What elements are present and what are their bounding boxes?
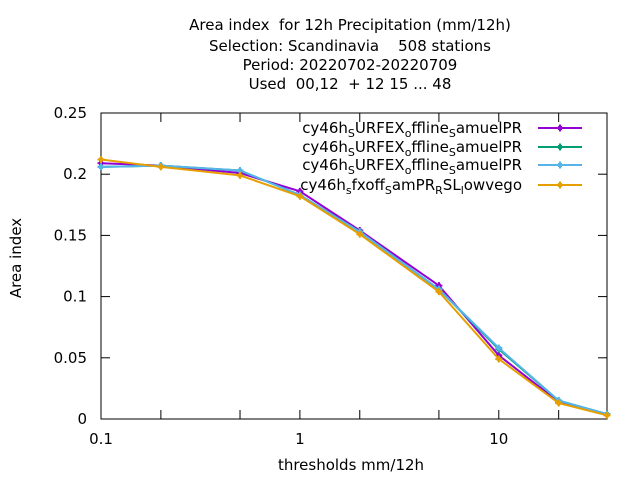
series-4-point-core	[158, 164, 163, 169]
legend-label-2: cy46hSURFEXofflineSamuelPR	[302, 138, 522, 159]
series-4-point-core	[99, 157, 103, 162]
series-4-point-core	[436, 289, 441, 294]
series-1-point-core	[297, 189, 302, 194]
series-1-point-core	[496, 353, 501, 358]
series-3-point-core	[99, 164, 103, 169]
chart-title-line-3: Period: 20220702-20220709	[242, 56, 458, 74]
series-4-point-core	[496, 357, 501, 362]
legend-marker-1-core	[558, 126, 562, 130]
legend-label-1: cy46hSURFEXofflineSamuelPR	[302, 119, 522, 140]
chart-title-line-4: Used 00,12 + 12 15 ... 48	[248, 75, 452, 93]
y-tick-label: 0.25	[54, 104, 87, 122]
series-4-point-core	[297, 194, 302, 199]
y-tick-label: 0.2	[63, 165, 87, 183]
legend-marker-4-core	[558, 183, 562, 187]
legend-marker-3-core	[558, 163, 562, 167]
y-tick-label: 0.15	[54, 226, 87, 244]
series-1-point-core	[99, 161, 103, 166]
legend-label-4: cy46hsfxoffSamPRRSLlowvego	[300, 176, 522, 197]
y-axis-label: Area index	[7, 217, 25, 299]
x-axis-label: thresholds mm/12h	[277, 456, 425, 474]
series-4-point-core	[556, 401, 561, 406]
x-tick-label: 1	[295, 430, 305, 448]
y-tick-label: 0.1	[63, 288, 87, 306]
series-1-point-core	[436, 283, 441, 288]
chart-title-line-1: Area index for 12h Precipitation (mm/12h…	[189, 16, 511, 34]
y-tick-label: 0.05	[54, 349, 87, 367]
x-tick-label: 10	[489, 430, 508, 448]
legend-label-3: cy46hSURFEXofflineSamuelPR	[302, 156, 522, 177]
x-tick-label: 0.1	[89, 430, 113, 448]
series-line-3	[100, 164, 608, 416]
series-3-point-core	[496, 346, 501, 351]
series-3-point-core	[238, 168, 243, 173]
series-4-point-core	[605, 413, 609, 418]
chart-title-line-2: Selection: Scandinavia 508 stations	[209, 37, 491, 55]
series-4-point-core	[238, 173, 243, 178]
plot-frame	[100, 112, 608, 420]
series-4-point-core	[357, 232, 362, 237]
y-tick-label: 0	[77, 410, 87, 428]
legend-marker-2-core	[558, 145, 562, 149]
